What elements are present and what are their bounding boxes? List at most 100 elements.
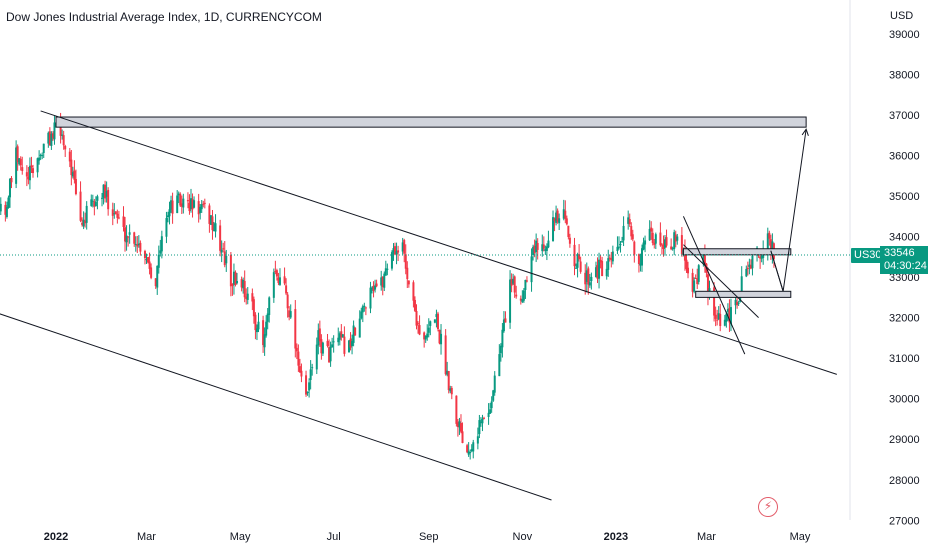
candle-body <box>18 158 21 165</box>
candle-body <box>450 387 453 395</box>
candle-body <box>245 296 248 300</box>
candle-body <box>673 232 676 250</box>
candle-body <box>418 325 421 335</box>
candle-body <box>654 234 657 244</box>
candle-body <box>122 216 125 227</box>
candle-body <box>596 265 599 279</box>
candle-body <box>306 391 309 394</box>
candle-body <box>147 257 150 263</box>
candle-body <box>305 375 308 395</box>
candle-body <box>347 340 350 353</box>
candle-body <box>358 318 361 338</box>
candle-body <box>412 282 415 301</box>
candle-body <box>263 334 266 348</box>
symbol-tag: US30 <box>851 248 885 263</box>
candle-body <box>749 265 752 269</box>
candle-body <box>211 216 214 231</box>
lightning-icon[interactable]: ⚡ <box>758 497 778 517</box>
candle-body <box>84 220 87 224</box>
candle-body <box>28 165 31 181</box>
candle-body <box>406 267 409 280</box>
y-tick-label: 37000 <box>889 110 920 122</box>
candle-body <box>111 209 114 216</box>
candle-body <box>519 298 522 301</box>
candle-body <box>124 227 127 242</box>
candle-body <box>125 235 128 243</box>
candle-body <box>687 267 690 274</box>
candle-body <box>599 259 602 263</box>
y-tick-label: 33000 <box>889 272 920 284</box>
candle-body <box>50 133 53 146</box>
candle-body <box>642 242 645 250</box>
candle-body <box>246 293 249 300</box>
candle-body <box>309 369 312 380</box>
candle-body <box>243 280 246 298</box>
candle-body <box>51 133 54 138</box>
candle-body <box>289 311 292 318</box>
candle-body <box>587 268 590 285</box>
candle-body <box>723 319 726 326</box>
candle-body <box>671 248 674 250</box>
candle-body <box>134 243 137 245</box>
candle-body <box>225 255 228 264</box>
candle-body <box>579 261 582 272</box>
candle-body <box>251 293 254 302</box>
candle-body <box>461 431 464 444</box>
candle-body <box>403 240 406 254</box>
candle-body <box>482 417 485 419</box>
chart-title: Dow Jones Industrial Average Index, 1D, … <box>6 10 322 24</box>
candle-body <box>504 318 507 323</box>
candle-body <box>308 382 311 391</box>
candle-body <box>440 333 443 345</box>
candle-body <box>255 328 258 333</box>
candle-body <box>522 290 525 301</box>
candle-body <box>79 191 82 221</box>
candle-body <box>145 259 148 261</box>
candle-body <box>702 254 705 264</box>
candle-body <box>47 132 50 144</box>
candle-body <box>81 223 84 225</box>
candle-body <box>637 254 640 265</box>
candle-body <box>74 179 77 195</box>
candle-body <box>71 172 74 177</box>
candle-body <box>544 249 547 251</box>
x-tick-label: Mar <box>697 531 716 543</box>
candle-body <box>21 167 24 172</box>
candle-body <box>361 306 364 313</box>
candle-body <box>214 223 217 232</box>
x-tick-label: 2023 <box>604 531 628 543</box>
candle-body <box>5 207 8 217</box>
candle-body <box>697 265 700 282</box>
candle-body <box>64 145 67 150</box>
resistance-zone <box>695 290 792 298</box>
candle-body <box>578 254 581 260</box>
projection-path <box>770 129 807 292</box>
candle-body <box>107 189 110 210</box>
y-tick-label: 35000 <box>889 191 920 203</box>
candle-body <box>426 333 429 338</box>
candle-body <box>341 334 344 337</box>
candle-body <box>93 201 96 207</box>
candle-body <box>512 278 515 284</box>
candle-body <box>352 325 355 343</box>
candle-body <box>552 217 555 241</box>
candle-body <box>481 418 484 424</box>
candle-body <box>498 354 501 377</box>
y-tick-label: 34000 <box>889 232 920 244</box>
candle-body <box>209 215 212 225</box>
candle-body <box>415 311 418 326</box>
candle-body <box>360 311 363 319</box>
candle-body <box>188 202 191 212</box>
candle-body <box>616 246 619 252</box>
candle-body <box>499 345 502 354</box>
candle-body <box>300 370 303 377</box>
trendline <box>682 216 746 355</box>
candle-body <box>759 256 762 259</box>
candle-body <box>739 294 742 302</box>
candle-body <box>297 351 300 366</box>
candle-body <box>639 263 642 266</box>
candle-body <box>653 242 656 245</box>
candle-body <box>489 409 492 414</box>
